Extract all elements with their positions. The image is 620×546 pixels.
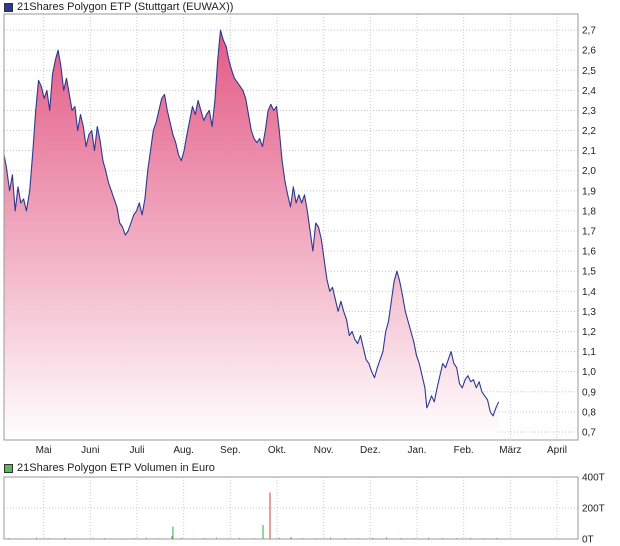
price-plot-area: 0,7 0,8 0,9 1,0 1,1 1,2 1,3 1,4 1,5 1,6 1,7 1,8 1,9 2… <box>3 13 596 456</box>
volume-legend-label: 21Shares Polygon ETP Volumen in Euro <box>17 462 215 474</box>
y-tick-label: 1,5 <box>582 267 596 278</box>
y-tick-label: 1,7 <box>582 227 596 238</box>
x-tick-label: März <box>499 445 521 456</box>
x-tick-label: Jan. <box>408 445 427 456</box>
y-tick-label: 2,7 <box>582 26 596 37</box>
y-tick-label: 1,3 <box>582 307 596 318</box>
y-tick-label: 1,2 <box>582 327 596 338</box>
y-tick-label: 2,5 <box>582 66 596 77</box>
x-tick-label: Juli <box>129 445 144 456</box>
y-tick-label: 0,8 <box>582 407 596 418</box>
volume-plot-area: 0T 200T 400T <box>3 473 605 546</box>
y-tick-label: 1,1 <box>582 347 596 358</box>
price-area <box>4 30 499 440</box>
volume-y-tick-label: 400T <box>582 473 605 484</box>
y-tick-label: 1,0 <box>582 367 596 378</box>
price-frame <box>3 13 579 441</box>
y-tick-label: 2,6 <box>582 46 596 57</box>
price-legend: 21Shares Polygon ETP (Stuttgart (EUWAX)) <box>4 1 233 13</box>
y-tick-label: 2,3 <box>582 106 596 117</box>
y-tick-label: 1,4 <box>582 287 596 298</box>
y-tick-label: 2,2 <box>582 126 596 137</box>
x-tick-label: Sep. <box>220 445 241 456</box>
y-tick-label: 1,9 <box>582 186 596 197</box>
x-tick-label: Mai <box>36 445 52 456</box>
x-tick-label: Dez. <box>360 445 381 456</box>
price-legend-swatch <box>4 2 13 12</box>
x-tick-label: Aug. <box>173 445 194 456</box>
x-tick-label: Okt. <box>268 445 286 456</box>
y-tick-label: 1,8 <box>582 206 596 217</box>
y-tick-label: 2,1 <box>582 146 596 157</box>
y-tick-label: 2,4 <box>582 86 596 97</box>
volume-legend-swatch <box>4 463 13 473</box>
y-tick-label: 2,0 <box>582 166 596 177</box>
x-tick-label: Feb. <box>454 445 474 456</box>
volume-y-tick-label: 200T <box>582 504 605 515</box>
y-tick-label: 0,9 <box>582 387 596 398</box>
x-tick-label: April <box>547 445 567 456</box>
volume-y-tick-label: 0T <box>582 535 594 546</box>
y-tick-label: 0,7 <box>582 427 596 438</box>
x-tick-label: Juni <box>81 445 99 456</box>
volume-legend: 21Shares Polygon ETP Volumen in Euro <box>4 462 215 474</box>
price-legend-label: 21Shares Polygon ETP (Stuttgart (EUWAX)) <box>17 1 234 13</box>
volume-frame <box>3 476 579 540</box>
price-line <box>3 29 500 417</box>
x-tick-label: Nov. <box>314 445 334 456</box>
y-tick-label: 1,6 <box>582 247 596 258</box>
